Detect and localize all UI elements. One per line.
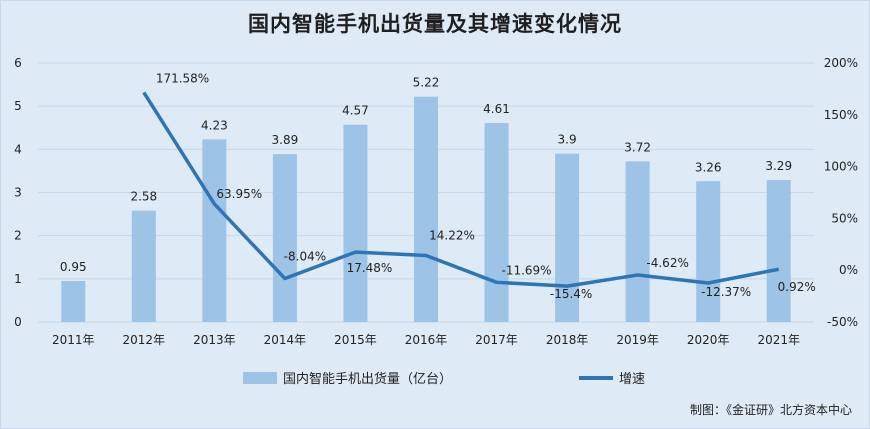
left-axis-tick: 2 [14, 229, 22, 243]
bar-value-label: 4.61 [483, 102, 510, 116]
x-axis-tick: 2019年 [616, 333, 659, 347]
right-axis-tick: 200% [824, 56, 858, 70]
bar [696, 181, 721, 322]
right-axis-tick: 50% [831, 211, 858, 225]
bar [343, 124, 368, 322]
bar-value-label: 4.23 [201, 118, 228, 132]
left-axis-tick: 0 [14, 315, 22, 329]
left-axis-tick: 3 [14, 186, 22, 200]
bar [484, 123, 509, 322]
right-axis-tick: 0% [839, 263, 858, 277]
line-value-label: 171.58% [156, 71, 209, 85]
growth-line [142, 91, 780, 288]
bar [272, 154, 297, 322]
bar [625, 161, 650, 322]
right-axis-tick: 150% [824, 108, 858, 122]
line-value-label: 0.92% [778, 280, 816, 294]
x-axis-tick: 2014年 [264, 333, 307, 347]
bar-value-label: 5.22 [413, 76, 440, 90]
x-axis-tick: 2017年 [475, 333, 518, 347]
x-axis-tick: 2012年 [123, 333, 166, 347]
bar [131, 210, 156, 322]
left-axis-tick: 5 [14, 99, 22, 113]
bar-value-label: 3.26 [695, 160, 722, 174]
left-axis-tick: 6 [14, 56, 22, 70]
bar-value-label: 3.9 [558, 133, 577, 147]
left-axis-tick: 1 [14, 272, 22, 286]
bar [61, 280, 86, 322]
x-axis-tick: 2020年 [687, 333, 730, 347]
bar-value-label: 4.57 [342, 104, 369, 118]
x-axis-tick: 2015年 [334, 333, 377, 347]
x-axis-tick: 2011年 [52, 333, 95, 347]
bar-value-label: 3.89 [272, 133, 299, 147]
right-axis-tick: -50% [827, 315, 858, 329]
bar-value-label: 2.58 [130, 190, 157, 204]
bar-value-label: 0.95 [60, 260, 87, 274]
line-value-label: 17.48% [347, 261, 393, 275]
legend-line-entry: 增速 [579, 368, 645, 387]
bar [414, 96, 438, 322]
legend-bar-label: 国内智能手机出货量（亿台） [283, 372, 453, 387]
line-value-label: -11.69% [501, 263, 551, 277]
line-value-label: 14.22% [429, 228, 475, 242]
line-value-label: -4.62% [646, 256, 688, 270]
line-value-label: -8.04% [284, 250, 326, 264]
bar [202, 139, 227, 322]
chart-title: 国内智能手机出货量及其增速变化情况 [248, 12, 622, 36]
line-value-label: -12.37% [701, 285, 751, 299]
x-axis-tick: 2013年 [193, 333, 236, 347]
legend-bar-entry: 国内智能手机出货量（亿台） [243, 368, 452, 387]
source-note: 制图：《金证研》北方资本中心 [689, 403, 852, 417]
bar-value-label: 3.72 [624, 140, 651, 154]
x-axis-tick: 2016年 [405, 333, 448, 347]
legend-line-label: 增速 [619, 372, 646, 387]
x-axis-tick: 2021年 [757, 333, 800, 347]
bar-value-label: 3.29 [765, 159, 792, 173]
line-value-label: -15.4% [550, 287, 592, 301]
bar [555, 153, 580, 322]
left-axis-tick: 4 [14, 142, 22, 156]
line-value-label: 63.95% [216, 187, 262, 201]
right-axis-tick: 100% [824, 160, 858, 174]
legend-bar-swatch [243, 371, 277, 384]
legend-line-swatch [579, 376, 613, 380]
x-axis-tick: 2018年 [546, 333, 589, 347]
bar [766, 179, 791, 322]
